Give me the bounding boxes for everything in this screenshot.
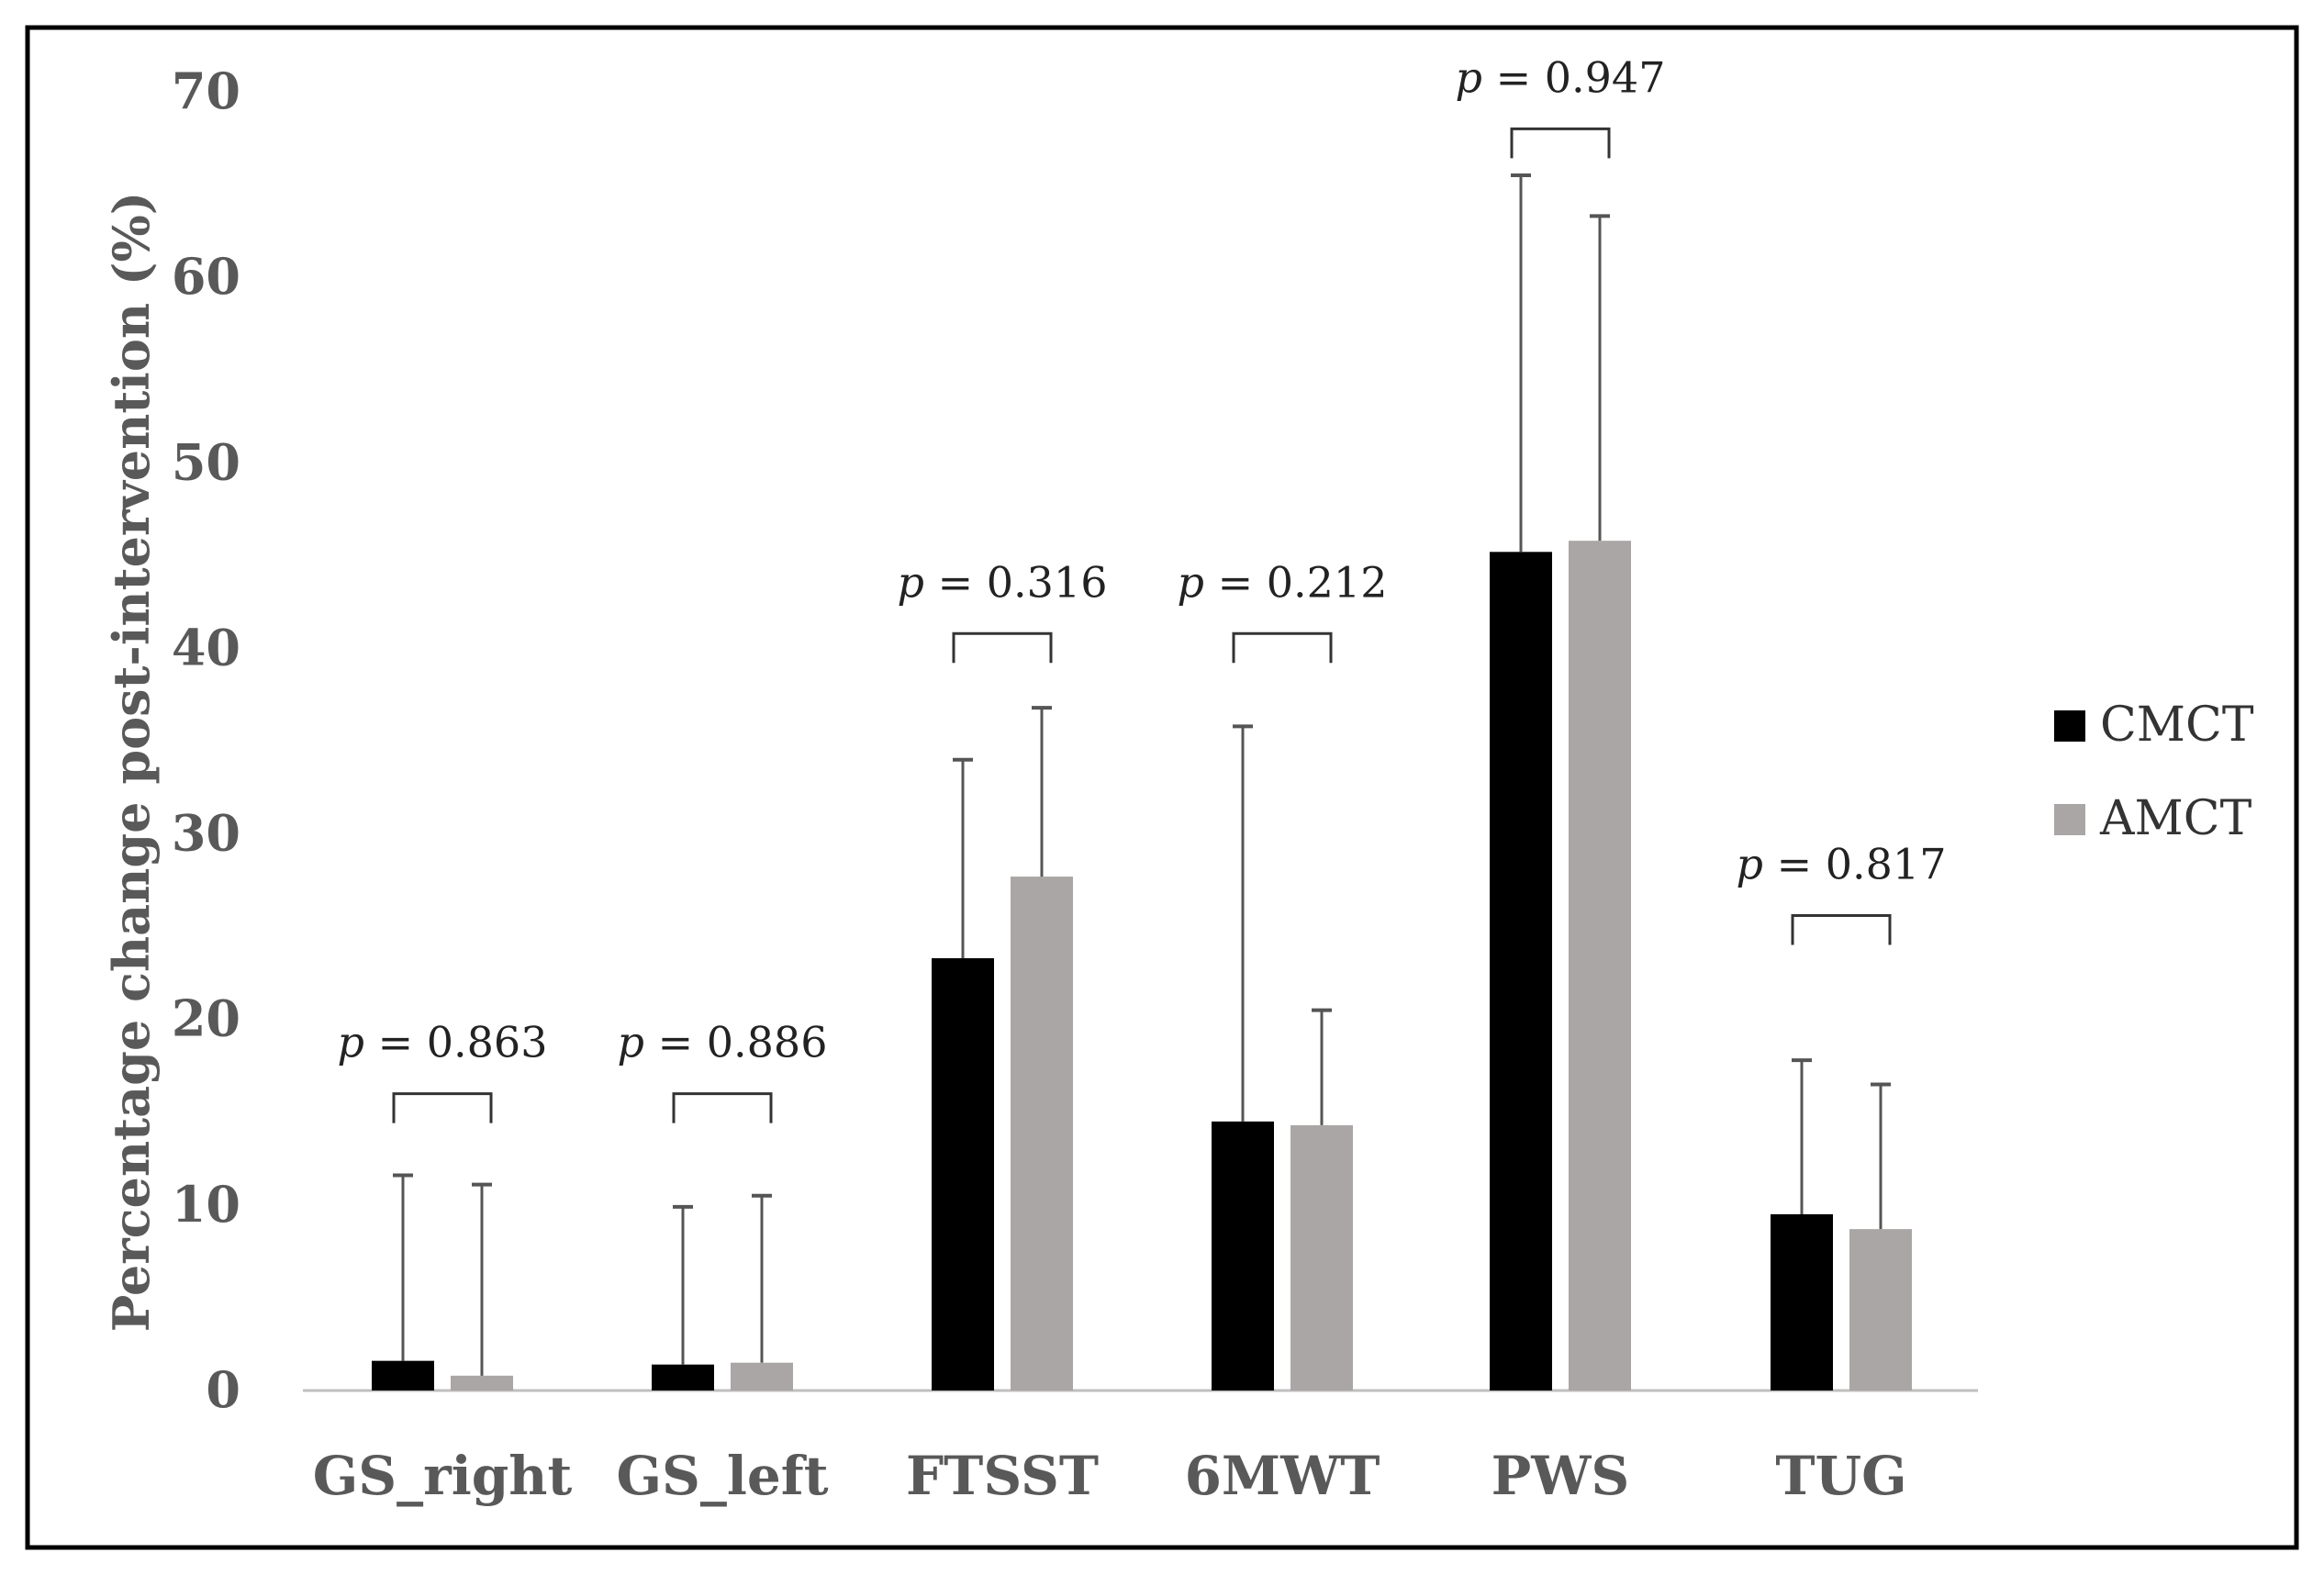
bar-amct-tug: [1849, 1229, 1912, 1391]
significance-bracket: [952, 631, 1053, 664]
x-tick-label: 6MWT: [1185, 1445, 1380, 1507]
legend: CMCT AMCT: [2054, 698, 2254, 846]
bar-amct-pws: [1569, 541, 1631, 1391]
p-value-label: p = 0.212: [1178, 557, 1388, 607]
x-tick-label: PWS: [1492, 1445, 1630, 1507]
p-value-label: p = 0.316: [898, 557, 1108, 607]
y-axis-label: Percentage change post-intervention (%): [102, 192, 161, 1333]
p-value-label: p = 0.863: [338, 1018, 548, 1067]
x-tick-label: TUG: [1775, 1445, 1906, 1507]
x-tick-label: GS_right: [313, 1445, 573, 1507]
plot-area: 0 10 20 30 40 50 60 70 GS_right GS_left FTSST 6MWT P…: [172, 52, 1978, 1507]
legend-swatch-cmct: [2054, 710, 2085, 742]
significance-bracket: [672, 1092, 773, 1123]
legend-swatch-amct: [2054, 804, 2085, 835]
significance-bracket: [1791, 914, 1892, 945]
y-tick-label: 20: [172, 989, 240, 1048]
y-tick-label: 0: [206, 1360, 240, 1419]
y-tick-label: 10: [172, 1175, 240, 1234]
bar-amct-gs_left: [731, 1362, 793, 1391]
bar-amct-6mwt: [1290, 1124, 1353, 1391]
bar-cmct-gs_right: [372, 1360, 434, 1391]
legend-label-amct: AMCT: [2099, 791, 2252, 846]
bar-cmct-tug: [1771, 1213, 1833, 1391]
bar-cmct-ftsst: [932, 958, 994, 1391]
y-tick-label: 50: [172, 432, 240, 491]
significance-bracket: [1232, 631, 1333, 664]
p-value-label: p = 0.947: [1456, 52, 1666, 102]
bar-cmct-gs_left: [652, 1364, 714, 1391]
y-tick-label: 30: [172, 804, 240, 863]
x-tick-label: GS_left: [616, 1445, 828, 1507]
bar-cmct-pws: [1490, 552, 1552, 1391]
bar-amct-ftsst: [1011, 877, 1073, 1391]
figure-border: [25, 25, 2299, 1550]
bar-cmct-6mwt: [1212, 1121, 1274, 1391]
y-tick-label: 70: [172, 61, 240, 120]
bar-amct-gs_right: [451, 1375, 513, 1391]
significance-bracket: [1510, 127, 1611, 159]
p-value-label: p = 0.886: [618, 1018, 828, 1067]
y-tick-label: 40: [172, 618, 240, 676]
x-tick-label: FTSST: [906, 1445, 1099, 1507]
p-value-label: p = 0.817: [1737, 840, 1947, 889]
legend-label-cmct: CMCT: [2100, 698, 2254, 753]
significance-bracket: [392, 1092, 493, 1123]
y-tick-label: 60: [172, 247, 240, 306]
